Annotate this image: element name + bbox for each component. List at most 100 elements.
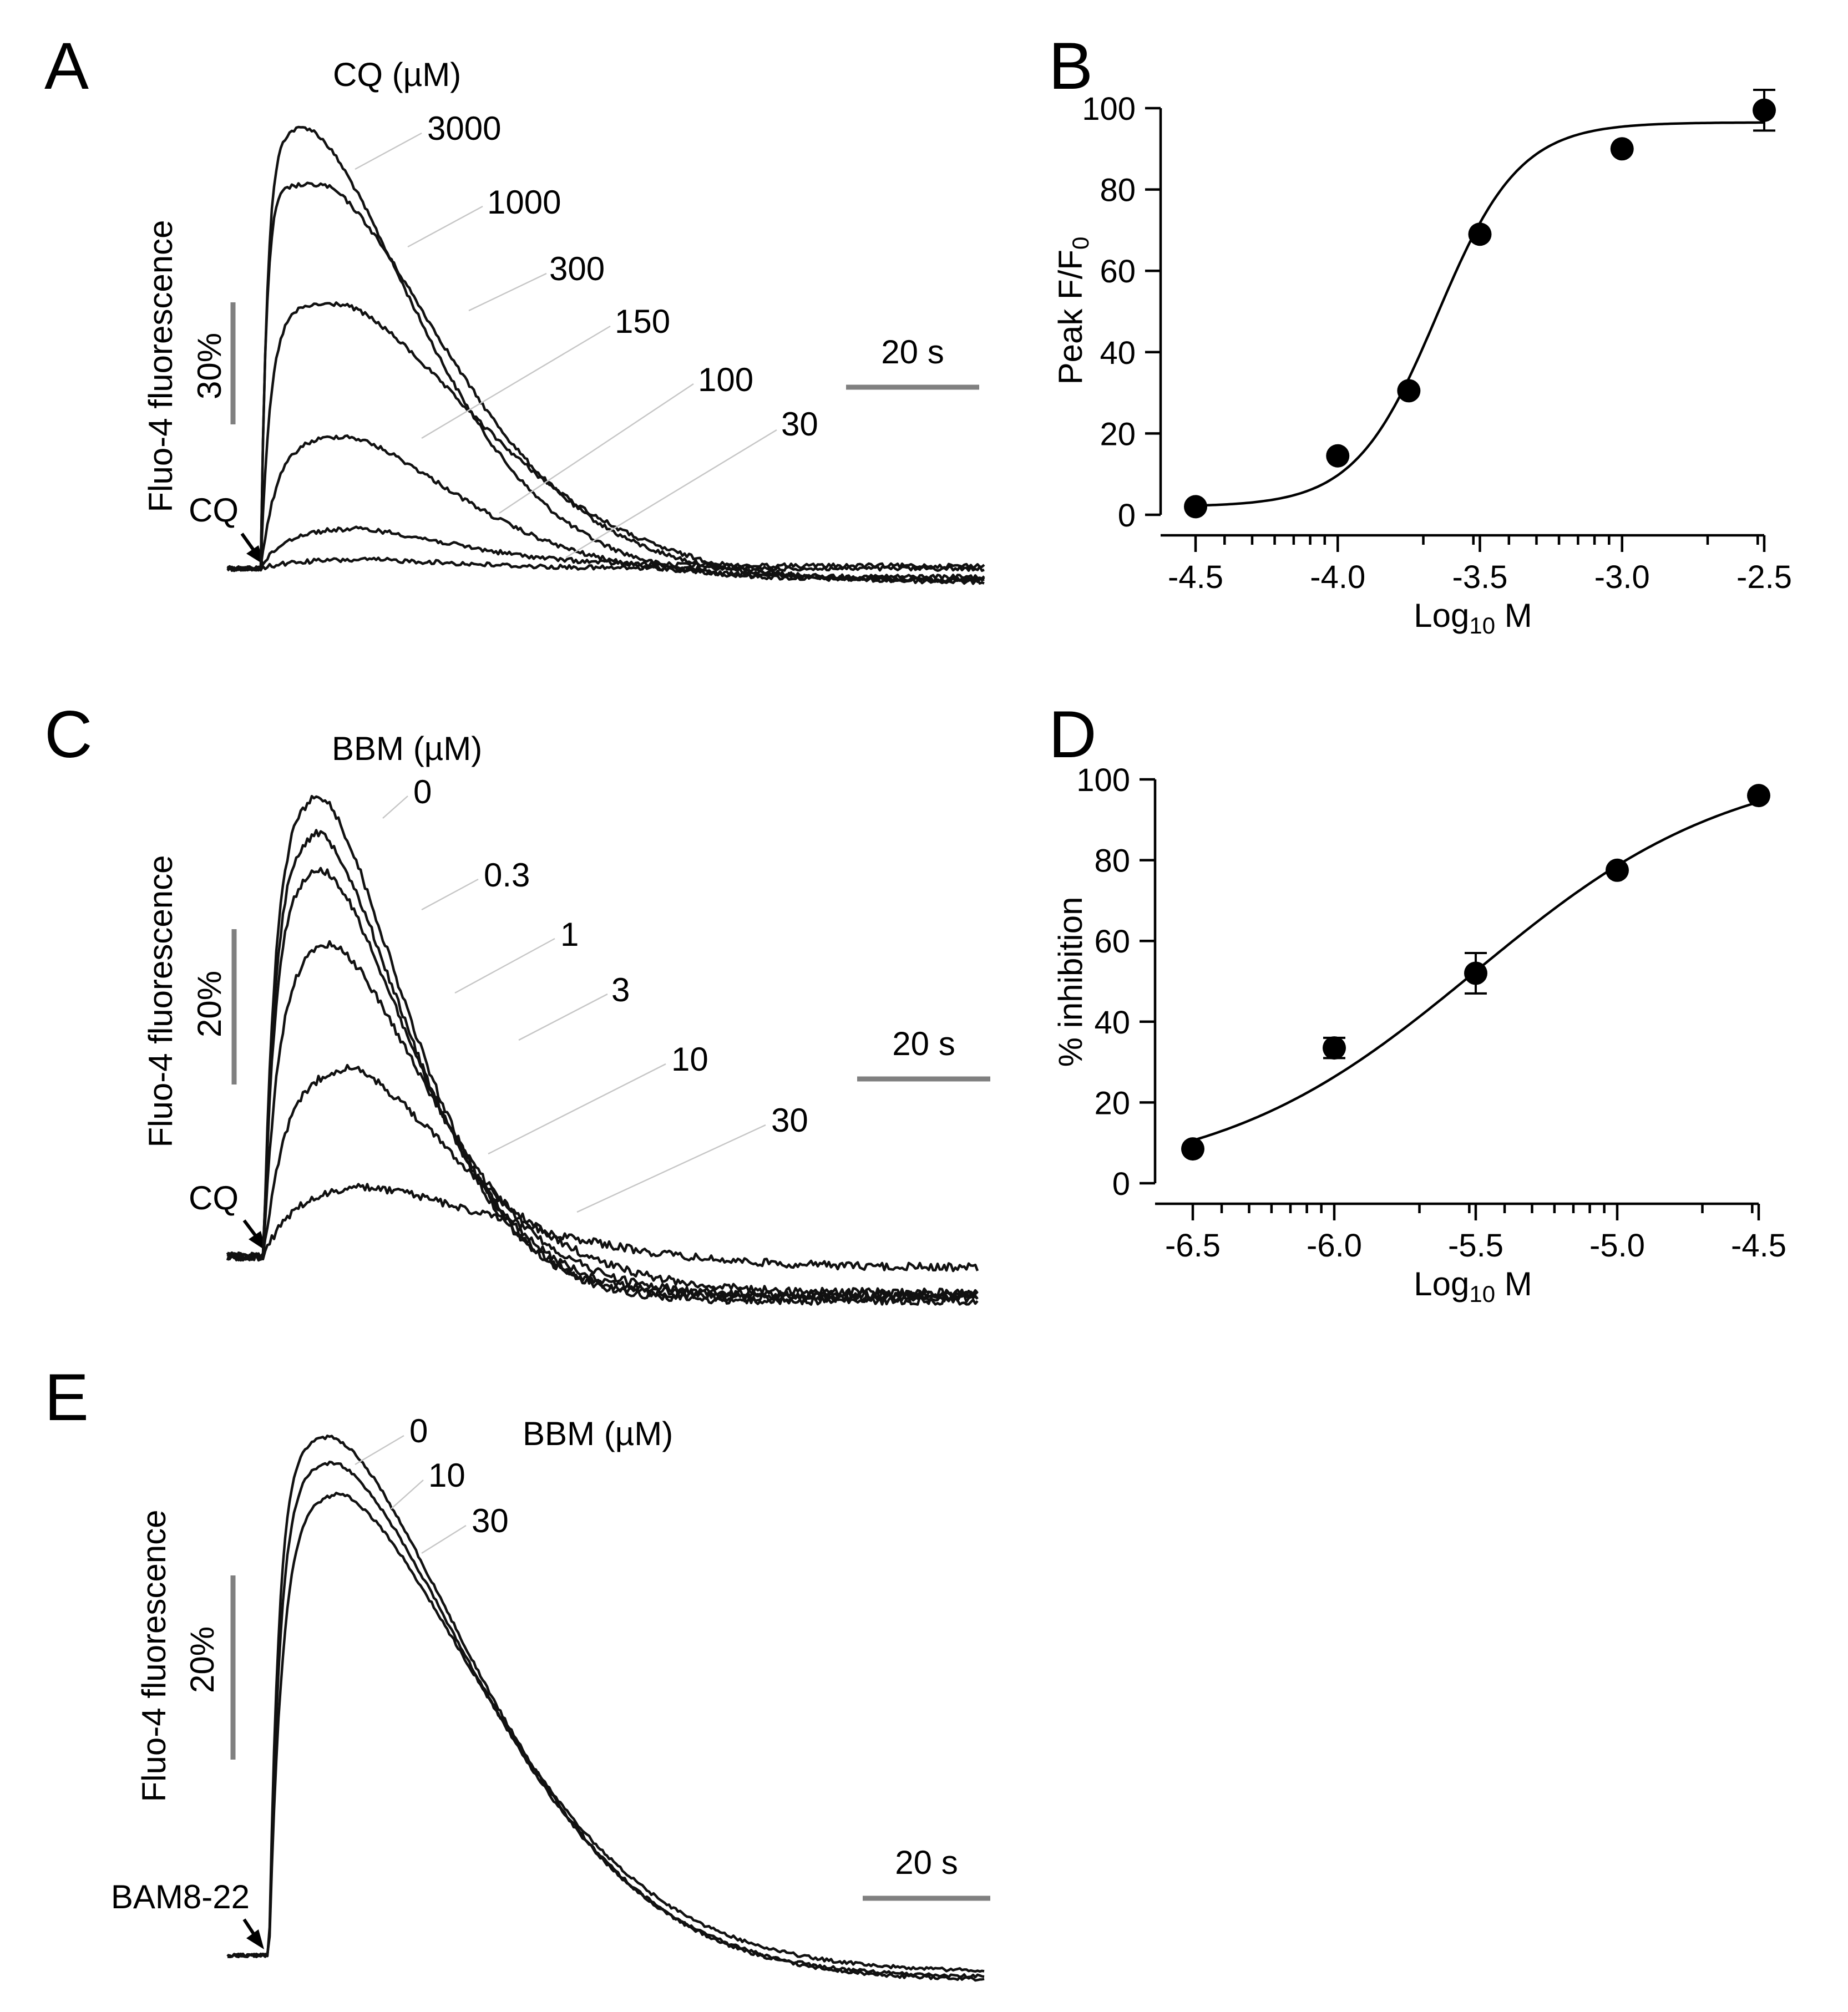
panel-c-legend-title: BBM (µM) bbox=[332, 730, 482, 767]
label-a-3000: 3000 bbox=[427, 110, 501, 147]
d-xtick-label-3: -5.0 bbox=[1589, 1228, 1645, 1264]
panel-b-letter: B bbox=[1049, 29, 1093, 103]
label-c-30: 30 bbox=[771, 1102, 808, 1139]
d-point-1 bbox=[1323, 1036, 1346, 1060]
b-xlabel: Log10 M bbox=[1414, 597, 1532, 638]
d-xlabel-sub: 10 bbox=[1469, 1281, 1495, 1307]
b-ylabel-sub: 0 bbox=[1067, 237, 1093, 250]
panel-e-scale-x-label: 20 s bbox=[895, 1844, 958, 1881]
d-ylabel: % inhibition bbox=[1052, 897, 1089, 1067]
d-xtick-label-0: -6.5 bbox=[1165, 1228, 1221, 1264]
d-error-bars bbox=[1323, 952, 1487, 1060]
panel-c-letter: C bbox=[44, 697, 93, 772]
d-ylabel-group: % inhibition bbox=[1052, 897, 1089, 1067]
leader-c-0 bbox=[382, 795, 408, 819]
label-c-0.3: 0.3 bbox=[484, 857, 530, 894]
leader-a-150 bbox=[421, 325, 611, 439]
trace-c-1 bbox=[226, 866, 979, 1300]
panel-a-scale-y-label-group: 30% bbox=[191, 333, 228, 399]
label-a-100: 100 bbox=[698, 361, 753, 398]
d-point-0 bbox=[1181, 1137, 1204, 1161]
panel-a-legend-title: CQ (µM) bbox=[333, 56, 461, 93]
b-ylabel-group: Peak F/F0 bbox=[1052, 237, 1093, 385]
b-ytick-label-1: 20 bbox=[1100, 416, 1136, 452]
panel-e: E BBM (µM) Fluo-4 fluorescence 20% 20 s … bbox=[44, 1360, 990, 1982]
b-ytick-label-3: 60 bbox=[1100, 254, 1136, 290]
leader-a-3000 bbox=[355, 132, 422, 170]
b-point-3 bbox=[1468, 222, 1492, 246]
leader-c-0.3 bbox=[421, 878, 479, 911]
leader-a-30 bbox=[565, 429, 777, 559]
panel-e-stim-arrowhead bbox=[246, 1929, 264, 1949]
b-fit-curve bbox=[1195, 121, 1764, 507]
panel-e-stim-label: BAM8-22 bbox=[111, 1878, 250, 1915]
panel-a-ylabel: Fluo-4 fluorescence bbox=[142, 220, 179, 513]
panel-e-scale-y-label-group: 20% bbox=[184, 1626, 221, 1693]
d-xlabel: Log10 M bbox=[1414, 1265, 1532, 1307]
panel-b: B -4.5 -4.0 -3.5 -3.0 -2.5 0 20 40 60 80… bbox=[1049, 29, 1792, 638]
b-yticks bbox=[1145, 107, 1161, 516]
panel-c-scale-x-label: 20 s bbox=[892, 1025, 955, 1062]
b-xlabel-sub: 10 bbox=[1469, 612, 1495, 638]
panel-d-letter: D bbox=[1049, 697, 1097, 772]
panel-c-scale-y-label: 20% bbox=[191, 971, 228, 1037]
label-a-30: 30 bbox=[781, 406, 818, 443]
d-ytick-label-0: 0 bbox=[1112, 1166, 1130, 1202]
d-xlabel-tail: M bbox=[1495, 1265, 1532, 1303]
trace-c-0 bbox=[227, 794, 979, 1304]
trace-e-0 bbox=[227, 1435, 985, 1979]
b-points bbox=[1184, 98, 1776, 519]
panel-a-scale-y-label: 30% bbox=[191, 333, 228, 399]
trace-e-30 bbox=[227, 1492, 985, 1973]
panel-e-ylabel: Fluo-4 fluorescence bbox=[135, 1510, 173, 1802]
panel-c: C BBM (µM) Fluo-4 fluorescence 20% 20 s … bbox=[44, 697, 990, 1306]
leader-c-10 bbox=[488, 1063, 666, 1155]
b-point-1 bbox=[1326, 444, 1350, 468]
trace-e-10 bbox=[226, 1461, 985, 1982]
d-point-2 bbox=[1464, 961, 1487, 985]
panel-a: A CQ (µM) Fluo-4 fluorescence 30% 20 s C… bbox=[44, 29, 985, 585]
trace-a-30 bbox=[226, 556, 985, 572]
label-a-300: 300 bbox=[549, 250, 605, 287]
panel-c-ylabel-group: Fluo-4 fluorescence bbox=[142, 855, 179, 1148]
trace-c-10 bbox=[226, 1063, 979, 1298]
b-ylabel-main: Peak F/F bbox=[1052, 250, 1089, 384]
panel-a-letter: A bbox=[44, 29, 89, 103]
leader-e-30 bbox=[421, 1524, 467, 1554]
b-ytick-label-5: 100 bbox=[1082, 91, 1136, 127]
b-xtick-label-1: -4.0 bbox=[1310, 559, 1365, 595]
panel-d: D -6.5 -6.0 -5.5 -5.0 -4.5 0 20 40 60 80… bbox=[1049, 697, 1786, 1307]
label-c-3: 3 bbox=[611, 971, 630, 1008]
label-c-10: 10 bbox=[671, 1041, 708, 1078]
panel-c-stim-arrowhead bbox=[249, 1231, 266, 1251]
label-a-1000: 1000 bbox=[487, 184, 561, 221]
panel-a-ylabel-group: Fluo-4 fluorescence bbox=[142, 220, 179, 513]
trace-a-100 bbox=[226, 525, 985, 572]
d-ytick-label-3: 60 bbox=[1094, 924, 1130, 960]
panel-a-stim-label: CQ bbox=[189, 491, 239, 529]
d-yticks bbox=[1140, 778, 1155, 1185]
trace-a-300 bbox=[227, 301, 985, 585]
panel-c-scale-y-label-group: 20% bbox=[191, 971, 228, 1037]
b-point-2 bbox=[1397, 379, 1421, 403]
d-point-4 bbox=[1747, 784, 1770, 808]
trace-c-3 bbox=[226, 940, 979, 1300]
leader-a-1000 bbox=[407, 205, 483, 248]
label-c-0: 0 bbox=[413, 773, 432, 810]
panel-e-legend-title: BBM (µM) bbox=[523, 1415, 673, 1452]
b-xtick-label-0: -4.5 bbox=[1168, 559, 1223, 595]
panel-e-scale-y-label: 20% bbox=[184, 1626, 221, 1693]
b-ytick-label-4: 80 bbox=[1100, 173, 1136, 209]
d-xtick-label-2: -5.5 bbox=[1448, 1228, 1503, 1264]
label-e-30: 30 bbox=[472, 1502, 509, 1539]
leader-e-0 bbox=[355, 1435, 404, 1466]
d-xlabel-main: Log bbox=[1414, 1265, 1469, 1303]
panel-a-scale-x-label: 20 s bbox=[881, 333, 944, 371]
d-point-3 bbox=[1606, 858, 1629, 882]
b-ytick-label-2: 40 bbox=[1100, 335, 1136, 371]
leader-e-10 bbox=[391, 1479, 424, 1509]
trace-c-0.3 bbox=[226, 829, 979, 1306]
b-point-0 bbox=[1184, 495, 1207, 519]
b-xlabel-tail: M bbox=[1495, 597, 1532, 634]
